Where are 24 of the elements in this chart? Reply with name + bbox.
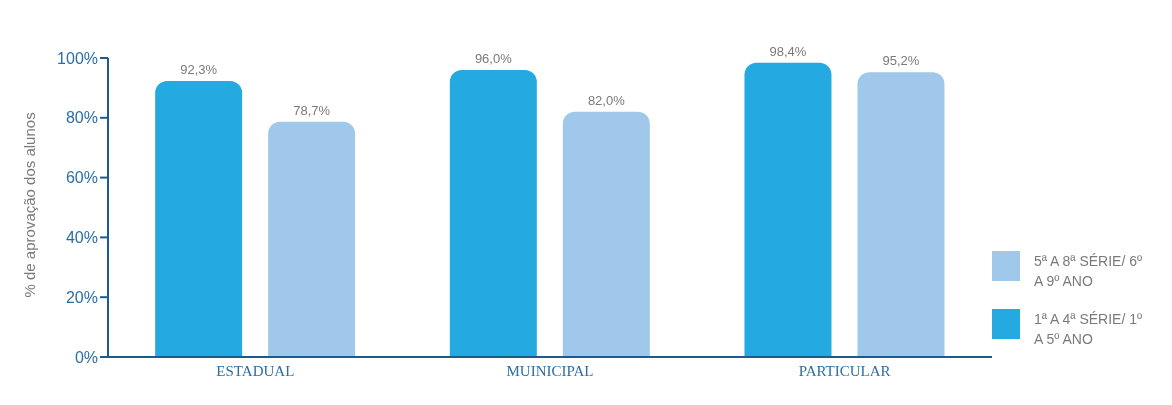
y-tick-label: 40% xyxy=(65,229,98,247)
bar xyxy=(268,121,356,357)
bar xyxy=(744,62,832,357)
y-axis-title: % de aprovação dos alunos xyxy=(21,112,39,298)
data-label: 95,2% xyxy=(882,53,920,69)
y-tick-label: 80% xyxy=(65,109,98,127)
y-tick-label: 0% xyxy=(74,348,98,366)
data-label: 96,0% xyxy=(474,50,513,66)
y-tick-label: 100% xyxy=(57,49,98,67)
bar xyxy=(155,81,243,357)
y-tick-label: 60% xyxy=(65,169,98,187)
data-label: 78,7% xyxy=(293,102,331,118)
data-label: 98,4% xyxy=(769,43,807,59)
bar xyxy=(857,72,945,357)
data-label: 82,0% xyxy=(587,92,626,108)
x-tick-label: PARTICULAR xyxy=(798,362,891,379)
data-label: 92,3% xyxy=(180,62,218,78)
y-tick-label: 20% xyxy=(65,288,98,306)
x-tick-label: MUINICIPAL xyxy=(506,362,594,379)
x-tick-label: ESTADUAL xyxy=(216,362,295,379)
bar xyxy=(449,69,537,357)
legend-label: 1ª A 4ª SÉRIE/ 1º A 5º ANO xyxy=(1034,310,1144,349)
bar xyxy=(562,111,650,357)
legend-label: 5ª A 8ª SÉRIE/ 6º A 9º ANO xyxy=(1034,252,1144,291)
